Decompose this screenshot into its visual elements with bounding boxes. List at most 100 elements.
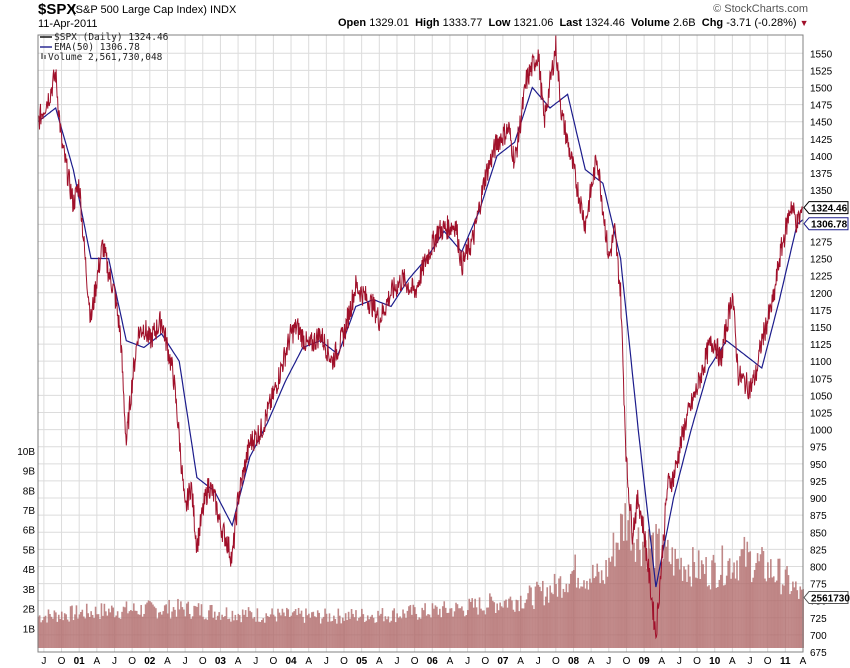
volume-bar xyxy=(218,612,220,648)
price-tick-1150: 1150 xyxy=(810,323,832,334)
volume-bar xyxy=(543,605,546,648)
volume-bar xyxy=(130,610,132,648)
volume-bar xyxy=(540,591,543,648)
volume-bar xyxy=(422,610,425,648)
time-tick-A: A xyxy=(235,656,242,667)
volume-tick-1B: 1B xyxy=(23,624,36,635)
volume-bar xyxy=(490,596,493,648)
time-tick-07: 07 xyxy=(497,656,509,667)
volume-bar xyxy=(122,606,125,648)
price-line xyxy=(37,35,804,640)
volume-bar xyxy=(387,616,390,648)
volume-tick-8B: 8B xyxy=(23,486,36,497)
volume-bar xyxy=(71,605,73,648)
volume-bar xyxy=(455,602,457,648)
volume-bar xyxy=(90,611,92,648)
price-tick-1425: 1425 xyxy=(810,135,833,146)
volume-bar xyxy=(587,589,590,648)
volume-bar xyxy=(611,556,613,648)
time-tick-J: J xyxy=(183,656,188,667)
volume-bar xyxy=(168,599,170,648)
volume-bar xyxy=(205,618,207,648)
volume-bar xyxy=(321,618,323,648)
last-value-badges: 1324.46 1306.78 2561730 xyxy=(803,201,850,605)
volume-bar xyxy=(181,607,184,648)
time-tick-O: O xyxy=(481,656,489,667)
volume-bar xyxy=(41,620,44,648)
volume-bar xyxy=(589,578,591,648)
volume-bar xyxy=(124,607,126,648)
volume-bar xyxy=(358,617,360,648)
volume-bar xyxy=(368,619,371,648)
volume-bar xyxy=(306,615,309,648)
volume-tick-2B: 2B xyxy=(23,605,36,616)
volume-bar xyxy=(340,623,343,648)
volume-bar xyxy=(512,609,515,648)
volume-bar xyxy=(421,607,423,648)
time-tick-A: A xyxy=(517,656,524,667)
high-value: 1333.77 xyxy=(442,17,483,29)
volume-bar xyxy=(469,601,472,648)
volume-bar xyxy=(749,551,752,648)
volume-bar xyxy=(672,575,675,648)
volume-tick-5B: 5B xyxy=(23,545,36,556)
volume-bar xyxy=(494,612,497,648)
time-tick-06: 06 xyxy=(427,656,439,667)
volume-bar xyxy=(174,609,176,648)
volume-bar xyxy=(683,566,685,648)
volume-bar xyxy=(96,614,98,648)
time-tick-J: J xyxy=(536,656,541,667)
volume-bar xyxy=(569,573,572,648)
volume-bar xyxy=(65,614,67,648)
index-name: (S&P 500 Large Cap Index) INDX xyxy=(72,4,236,16)
volume-bar xyxy=(133,603,135,648)
time-tick-A: A xyxy=(376,656,383,667)
volume-bar xyxy=(350,608,353,648)
volume-bar xyxy=(153,606,156,648)
volume-bar xyxy=(160,614,163,648)
legend-ema: EMA(50) 1306.78 xyxy=(54,42,140,53)
volume-bar xyxy=(222,617,225,648)
volume-bar xyxy=(439,608,441,648)
volume-bar xyxy=(408,606,410,648)
volume-bar xyxy=(108,608,110,648)
volume-bar xyxy=(706,586,709,648)
volume-bar xyxy=(419,618,422,648)
volume-bar xyxy=(784,569,787,648)
volume-bar xyxy=(491,600,494,648)
volume-bar xyxy=(474,598,476,648)
volume-bar xyxy=(293,611,295,648)
price-tick-1400: 1400 xyxy=(810,152,833,163)
volume-bar xyxy=(383,621,385,648)
volume-bar xyxy=(778,558,781,648)
volume-bar xyxy=(615,542,618,648)
volume-bar xyxy=(781,584,784,648)
volume-bar xyxy=(103,603,106,648)
volume-bar xyxy=(355,610,357,648)
volume-bar xyxy=(308,613,310,648)
price-tick-875: 875 xyxy=(810,511,827,522)
volume-bar xyxy=(328,613,331,648)
volume-bar xyxy=(378,615,381,648)
volume-bar xyxy=(633,542,635,648)
time-tick-J: J xyxy=(394,656,399,667)
volume-bar xyxy=(200,604,203,648)
last-price-badge: 1324.46 xyxy=(803,201,849,215)
volume-bar xyxy=(215,619,218,648)
volume-bar xyxy=(390,620,393,648)
volume-bar xyxy=(405,617,407,648)
volume-bar xyxy=(597,571,600,648)
volume-bar xyxy=(237,613,240,648)
volume-bar xyxy=(578,588,581,648)
volume-bar xyxy=(549,585,551,648)
last-value: 1324.46 xyxy=(585,17,625,29)
volume-bar xyxy=(252,618,254,648)
volume-bar xyxy=(66,619,69,648)
volume-bar xyxy=(227,619,229,648)
time-tick-A: A xyxy=(729,656,736,667)
volume-bar xyxy=(256,608,259,648)
volume-bar xyxy=(277,608,279,648)
volume-bar xyxy=(236,620,238,648)
volume-bar xyxy=(447,612,450,648)
volume-bar xyxy=(458,608,460,648)
